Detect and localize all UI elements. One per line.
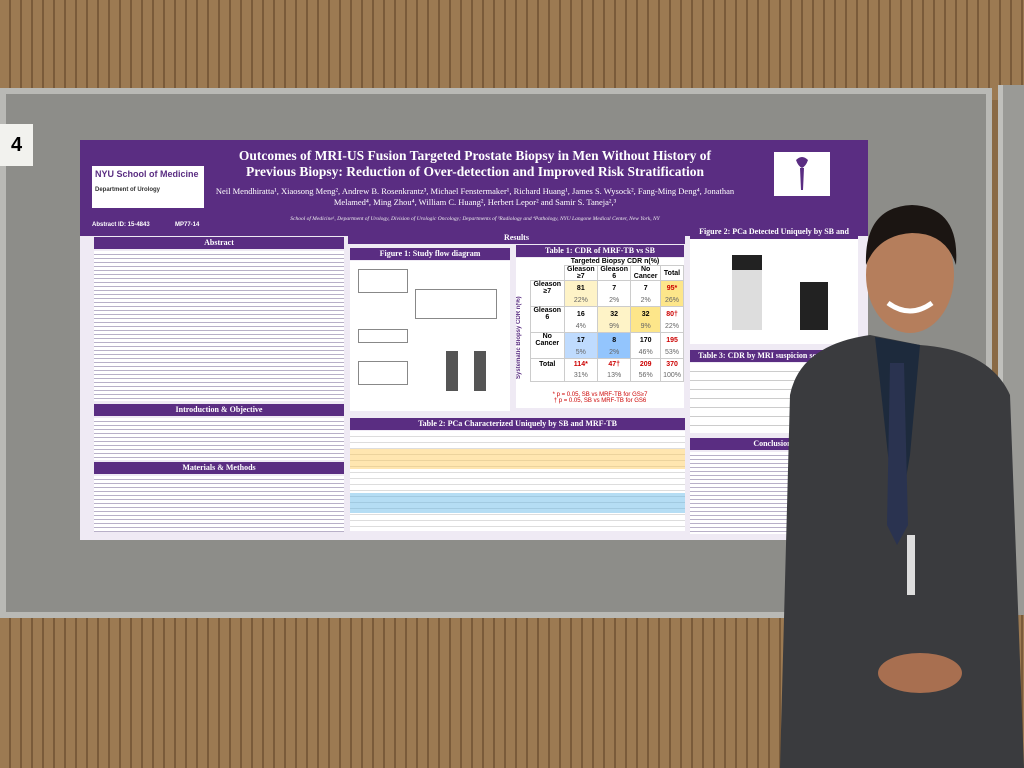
poster-title: Outcomes of MRI-US Fusion Targeted Prost… [238, 148, 712, 179]
footnote: † p = 0.05, SB vs MRF-TB for GS6 [553, 398, 647, 404]
flow-diagram [350, 261, 510, 411]
percent-cell: 13% [597, 370, 632, 382]
row-header-spacer [530, 370, 565, 382]
figure2-chart [690, 239, 858, 344]
table1-panel: Targeted Biopsy CDR n(%) Gleason ≥7 Gleas… [516, 258, 684, 408]
logo: NYU School of Medicine Department of Uro… [92, 166, 204, 208]
row-header-spacer [530, 321, 565, 333]
count-cell: 195 [660, 332, 684, 347]
bar-graphic [800, 282, 828, 330]
corner-cell [531, 266, 565, 281]
table1: Gleason ≥7 Gleason 6 No Cancer Total Gleason… [530, 265, 684, 382]
count-row: Total 114* 47† 209 370 [530, 358, 684, 370]
percent-cell: 2% [630, 295, 662, 307]
percent-cell: 26% [660, 295, 684, 307]
percent-cell: 46% [630, 347, 662, 359]
row-header-spacer [530, 347, 565, 359]
poster-id: MP77-14 [175, 222, 200, 228]
count-cell: 16 [563, 306, 599, 321]
board-number: 4 [0, 124, 33, 166]
count-cell: 47† [597, 358, 632, 370]
percent-cell: 22% [563, 295, 599, 307]
bar-graphic [446, 351, 458, 391]
section-heading: Introduction & Objective [94, 404, 344, 416]
row-header: Total [530, 358, 565, 370]
percent-cell: 9% [630, 321, 662, 333]
count-row: No Cancer 17 8 170 195 [530, 332, 684, 347]
footnote: * p = 0.05, SB vs MRF-TB for GS≥7 [552, 392, 648, 398]
logo-department: Department of Urology [95, 187, 161, 193]
authors: Neil Mendhiratta¹, Xiaosong Meng², Andre… [215, 186, 735, 207]
table-title: Table 2: PCa Characterized Uniquely by S… [350, 418, 685, 430]
count-cell: 7 [597, 280, 632, 295]
count-cell: 95* [660, 280, 684, 295]
person [780, 205, 1024, 768]
count-cell: 80† [660, 306, 684, 321]
section-heading: Materials & Methods [94, 462, 344, 474]
count-cell: 114* [563, 358, 599, 370]
table-title: Table 1: CDR of MRF-TB vs SB [516, 245, 684, 257]
wall-top [0, 0, 1024, 100]
column-header: Total [660, 265, 684, 281]
methods-text [94, 476, 344, 532]
percent-row: 5% 2% 46% 53% [530, 347, 684, 359]
count-row: Gleason 6 16 32 32 80† [530, 306, 684, 321]
table1-notes: * p = 0.05, SB vs MRF-TB for GS≥7 † p = 0… [516, 392, 684, 404]
flow-box [358, 361, 408, 385]
count-cell: 32 [630, 306, 662, 321]
intro-text [94, 418, 344, 460]
count-cell: 7 [630, 280, 662, 295]
row-header: No Cancer [530, 332, 565, 347]
abstract-id: Abstract ID: 15-4843 [92, 222, 150, 228]
count-row: Gleason ≥7 81 7 7 95* [530, 280, 684, 295]
row-axis: Systematic Biopsy CDR n(%) [516, 296, 522, 380]
header-row: Gleason ≥7 Gleason 6 No Cancer Total [531, 265, 684, 281]
percent-cell: 2% [597, 347, 632, 359]
percent-cell: 53% [660, 347, 684, 359]
column-header: Gleason 6 [597, 265, 632, 281]
percent-row: 4% 9% 9% 22% [530, 321, 684, 333]
percent-cell: 5% [563, 347, 599, 359]
percent-cell: 31% [563, 370, 599, 382]
count-cell: 8 [597, 332, 632, 347]
abstract-text [94, 251, 344, 401]
table2 [350, 431, 685, 531]
percent-cell: 4% [563, 321, 599, 333]
flow-box [358, 269, 408, 293]
col-axis: Targeted Biopsy CDR n(%) [570, 258, 660, 265]
percent-cell: 2% [597, 295, 632, 307]
count-cell: 32 [597, 306, 632, 321]
poster-header [80, 140, 868, 236]
row-header: Gleason ≥7 [530, 280, 565, 295]
percent-row: 31% 13% 56% 100% [530, 370, 684, 382]
row-header: Gleason 6 [530, 306, 565, 321]
percent-cell: 22% [660, 321, 684, 333]
column-header: No Cancer [630, 265, 662, 281]
count-cell: 81 [563, 280, 599, 295]
column-header: Gleason ≥7 [563, 265, 599, 281]
count-cell: 170 [630, 332, 662, 347]
count-cell: 17 [563, 332, 599, 347]
section-heading: Results [348, 232, 685, 244]
flow-box [358, 329, 408, 343]
percent-row: 22% 2% 2% 26% [530, 295, 684, 307]
percent-cell: 100% [660, 370, 684, 382]
bar-graphic [732, 255, 762, 270]
row-header-spacer [530, 295, 565, 307]
bar-graphic [474, 351, 486, 391]
row-highlight [350, 449, 685, 469]
count-cell: 209 [630, 358, 662, 370]
section-heading: Abstract [94, 237, 344, 249]
affiliations: School of Medicine¹, Department of Urolo… [290, 216, 660, 222]
row-highlight [350, 493, 685, 513]
percent-cell: 56% [630, 370, 662, 382]
logo-school: NYU School of Medicine [95, 169, 199, 179]
flow-box [415, 289, 497, 319]
nyu-torch-logo [774, 152, 830, 196]
figure-title: Figure 1: Study flow diagram [350, 248, 510, 260]
percent-cell: 9% [597, 321, 632, 333]
poster: NYU School of Medicine Department of Uro… [80, 140, 868, 540]
count-cell: 370 [660, 358, 684, 370]
